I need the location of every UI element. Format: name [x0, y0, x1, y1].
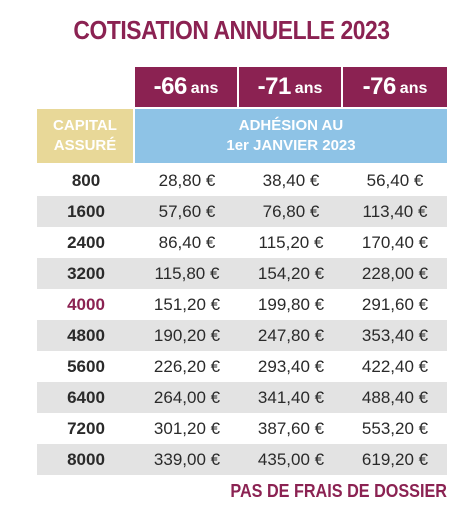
price-cell: 619,20 € — [361, 449, 429, 469]
price-cell: 422,40 € — [361, 356, 429, 376]
capital-cell: 4800 — [67, 325, 105, 345]
price-cell: 199,80 € — [257, 294, 325, 314]
price-cell: 170,40 € — [361, 232, 429, 252]
price-cell: 76,80 € — [262, 201, 320, 221]
price-cell: 113,40 € — [362, 201, 428, 221]
table-row: 1600 57,60 € 76,80 € 113,40 € — [37, 196, 447, 227]
age-header-66: -66 ans — [135, 67, 237, 107]
table-row: 7200 301,20 € 387,60 € 553,20 € — [37, 413, 447, 444]
table-row: 3200 115,80 € 154,20 € 228,00 € — [37, 258, 447, 289]
price-cell: 151,20 € — [153, 294, 221, 314]
adhesion-header-line1: ADHÉSION AU — [238, 117, 344, 134]
page-title: COTISATION ANNUELLE 2023 — [73, 15, 390, 45]
price-cell: 435,00 € — [257, 449, 325, 469]
price-cell: 353,40 € — [361, 325, 429, 345]
price-cell: 553,20 € — [361, 418, 429, 438]
table-row: 800 28,80 € 38,40 € 56,40 € — [37, 165, 447, 196]
age-value: -66 — [153, 73, 188, 100]
table-row-highlighted: 4000 151,20 € 199,80 € 291,60 € — [37, 289, 447, 320]
capital-cell: 8000 — [67, 449, 105, 469]
price-cell: 228,00 € — [361, 263, 429, 283]
age-value: -76 — [362, 73, 397, 100]
price-cell: 115,20 € — [258, 232, 324, 252]
capital-cell: 5600 — [67, 356, 105, 376]
price-cell: 56,40 € — [366, 170, 424, 190]
price-cell: 154,20 € — [257, 263, 325, 283]
capital-header: CAPITAL ASSURÉ — [37, 109, 133, 163]
capital-header-line2: ASSURÉ — [53, 137, 117, 154]
price-cell: 264,00 € — [153, 387, 221, 407]
price-cell: 488,40 € — [361, 387, 429, 407]
price-cell: 86,40 € — [158, 232, 216, 252]
capital-cell: 2400 — [67, 232, 105, 252]
price-cell: 226,20 € — [153, 356, 221, 376]
adhesion-header: ADHÉSION AU 1er JANVIER 2023 — [135, 109, 447, 163]
price-cell: 247,80 € — [257, 325, 325, 345]
adhesion-header-line2: 1er JANVIER 2023 — [226, 137, 356, 154]
price-cell: 387,60 € — [257, 418, 325, 438]
capital-cell-highlighted: 4000 — [67, 294, 105, 314]
table-row: 4800 190,20 € 247,80 € 353,40 € — [37, 320, 447, 351]
footer-note: PAS DE FRAIS DE DOSSIER — [230, 481, 447, 501]
table-row: 5600 226,20 € 293,40 € 422,40 € — [37, 351, 447, 382]
age-header-71: -71 ans — [239, 67, 341, 107]
price-cell: 293,40 € — [257, 356, 325, 376]
capital-cell: 1600 — [67, 201, 105, 221]
capital-cell: 3200 — [67, 263, 105, 283]
price-cell: 190,20 € — [153, 325, 221, 345]
price-cell: 38,40 € — [262, 170, 320, 190]
price-cell: 57,60 € — [158, 201, 216, 221]
age-value: -71 — [257, 73, 292, 100]
price-cell: 341,40 € — [257, 387, 325, 407]
capital-cell: 7200 — [67, 418, 105, 438]
table-row: 8000 339,00 € 435,00 € 619,20 € — [37, 444, 447, 475]
age-header-76: -76 ans — [343, 67, 447, 107]
table-row: 6400 264,00 € 341,40 € 488,40 € — [37, 382, 447, 413]
price-cell: 301,20 € — [153, 418, 221, 438]
price-cell: 291,60 € — [361, 294, 429, 314]
age-unit: ans — [294, 80, 323, 97]
age-unit: ans — [399, 80, 428, 97]
capital-cell: 800 — [71, 170, 101, 190]
age-unit: ans — [190, 80, 219, 97]
price-cell: 339,00 € — [153, 449, 221, 469]
price-cell: 28,80 € — [158, 170, 216, 190]
capital-cell: 6400 — [67, 387, 105, 407]
capital-header-line1: CAPITAL — [53, 117, 117, 134]
table-row: 2400 86,40 € 115,20 € 170,40 € — [37, 227, 447, 258]
price-cell: 115,80 € — [154, 263, 220, 283]
